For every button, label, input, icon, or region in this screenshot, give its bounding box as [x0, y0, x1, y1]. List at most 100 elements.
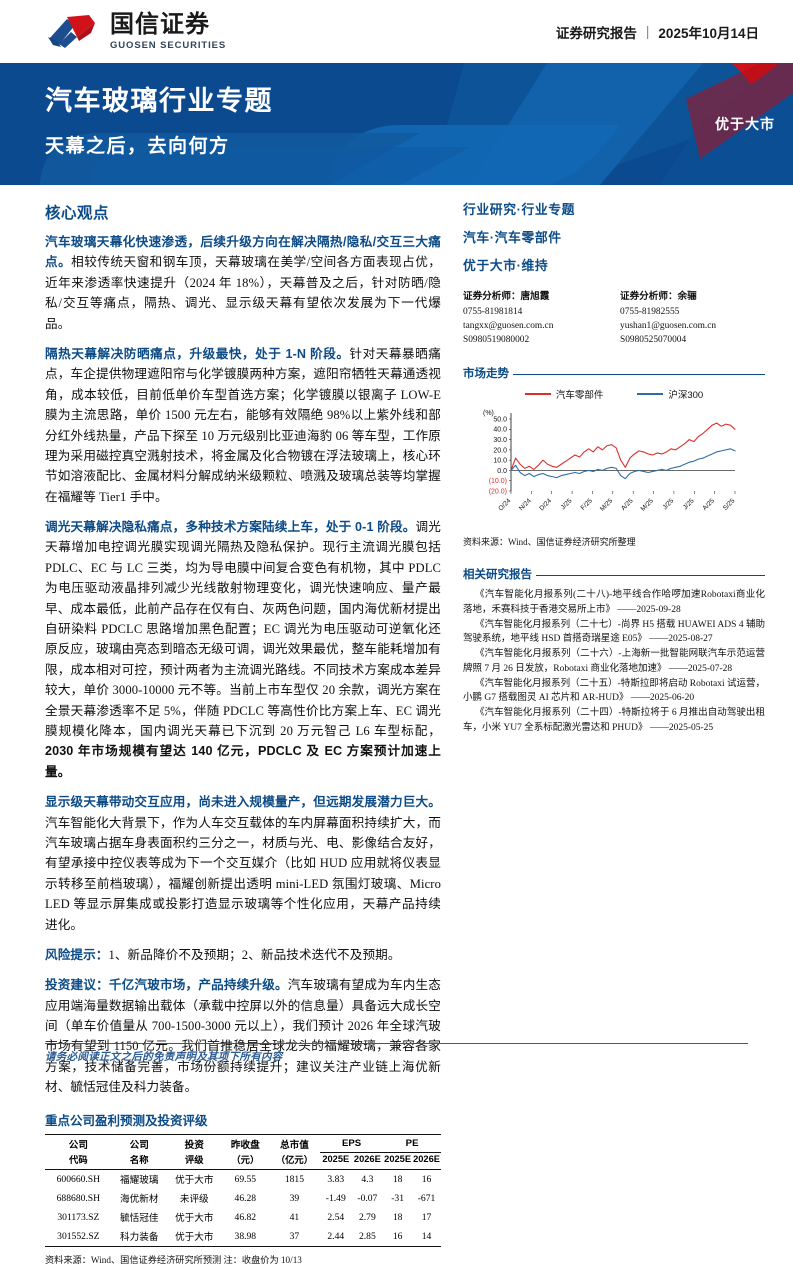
th-close-2: （元）: [221, 1152, 269, 1170]
th-eps-2025e: 2025E: [319, 1152, 352, 1170]
advice-body: 汽车玻璃有望成为车内生态应用端海量数据输出载体（承载中控屏以外的信息量）具备远大…: [45, 978, 442, 1095]
analyst-2-email[interactable]: yushan1@guosen.com.cn: [620, 321, 717, 332]
svg-text:J/25: J/25: [662, 498, 676, 512]
list-item[interactable]: 《汽车智能化月报系列（二十五）-特斯拉即将启动 Robotaxi 试运营，小鹏 …: [463, 678, 765, 704]
th-name-1: 公司: [111, 1133, 167, 1153]
footer-divider: [45, 1043, 748, 1044]
table-title: 重点公司盈利预测及投资评级: [45, 1113, 208, 1128]
market-trend-chart: 汽车零部件 沪深300 (%) 50.0 40.0 30.0 20.0 10.0 0.0 (1…: [463, 387, 765, 548]
th-name-2: 名称: [111, 1152, 167, 1170]
svg-text:30.0: 30.0: [493, 437, 507, 444]
paragraph-4: 显示级天幕带动交互应用，尚未进入规模量产，但远期发展潜力巨大。汽车智能化大背景下…: [45, 792, 441, 935]
footer-disclaimer: 请务必阅读正文之后的免责声明及其项下所有内容: [45, 1052, 283, 1063]
cell-eps26: 2.85: [351, 1226, 384, 1247]
cell-pe25: -31: [391, 1192, 405, 1204]
analyst-1-name: 证券分析师：唐旭霞: [463, 291, 550, 302]
cell-rating: 优于大市: [166, 1226, 222, 1247]
report-subtitle: 天幕之后，去向何方: [45, 135, 230, 157]
cell-pe26: 14: [412, 1226, 441, 1247]
analyst-1: 证券分析师：唐旭霞 0755-81981814 tangxx@guosen.co…: [463, 288, 608, 347]
market-trend-heading: 市场走势: [463, 365, 765, 381]
sidebar-line-rating: 优于大市·维持: [463, 258, 549, 273]
cell-eps26: 2.79: [358, 1211, 376, 1223]
sidebar-column: 行业研究·行业专题 汽车·汽车零部件 优于大市·维持 证券分析师：唐旭霞 075…: [455, 199, 793, 1266]
analyst-1-email[interactable]: tangxx@guosen.com.cn: [463, 321, 554, 332]
related-reports-rule: [536, 575, 765, 577]
table-row: 600660.SH 福耀玻璃 优于大市 69.55 1815 3.83 4.3 …: [45, 1169, 441, 1189]
cell-pe25: 16: [383, 1226, 413, 1247]
svg-text:20.0: 20.0: [493, 448, 507, 455]
cell-eps25: -1.49: [325, 1192, 346, 1204]
paragraph-3-body: 调光天幕增加电控调光膜实现调光隔热及隐私保护。现行主流调光膜包括 PDLC、EC…: [45, 520, 441, 738]
cell-pe25: 18: [392, 1211, 403, 1223]
svg-text:J/25: J/25: [682, 498, 696, 512]
svg-text:50.0: 50.0: [493, 417, 507, 424]
main-column: 核心观点 汽车玻璃天幕化快速渗透，后续升级方向在解决隔热/隐私/交互三大痛点。相…: [0, 199, 455, 1266]
svg-text:A/25: A/25: [701, 498, 716, 513]
svg-text:M/25: M/25: [640, 498, 656, 514]
list-item[interactable]: 《汽车智能化月报系列（二十六）-上海新一批智能网联汽车示范运营牌照 7 月 26…: [463, 649, 765, 674]
table-row: 688680.SH 海优新材 未评级 46.28 39 -1.49 -0.07 …: [45, 1189, 441, 1208]
cell-pe25: 18: [392, 1173, 403, 1185]
cell-eps26: -0.07: [357, 1192, 378, 1204]
cell-eps25: 2.44: [319, 1226, 352, 1247]
cell-eps25: 2.54: [327, 1211, 345, 1223]
list-item[interactable]: 《汽车智能化月报系列（二十四）-特斯拉将于 6 月推出自动驾驶出租车，小米 YU…: [463, 708, 765, 733]
paragraph-1-body: 相较传统天窗和钢车顶，天幕玻璃在美学/空间各方面表现占优，近年来渗透率快速提升（…: [45, 255, 442, 331]
paragraph-4-lead: 显示级天幕带动交互应用，尚未进入规模量产，但远期发展潜力巨大。: [45, 795, 441, 810]
chart-source-note: 资料来源：Wind、国信证券经济研究所整理: [463, 537, 636, 548]
legend-swatch-auto-parts: [524, 393, 551, 396]
th-eps-group: EPS: [319, 1133, 384, 1153]
list-item[interactable]: 《汽车智能化月报系列(二十八)-地平线合作哈啰加速Robotaxi商业化落地，禾…: [463, 590, 765, 615]
table-header-row-2: 代码 名称 评级 （元） （亿元） 2025E 2026E 2025E 2026…: [45, 1152, 441, 1170]
svg-text:(20.0): (20.0): [489, 489, 507, 496]
cell-code: 301173.SZ: [57, 1211, 100, 1223]
svg-text:(%): (%): [483, 410, 494, 417]
market-trend-label: 市场走势: [463, 368, 509, 381]
report-title: 汽车玻璃行业专题: [45, 86, 273, 116]
cell-close: 46.28: [234, 1192, 257, 1204]
list-item[interactable]: 《汽车智能化月报系列（二十七）-尚界 H5 搭载 HUAWEI ADS 4 辅助…: [463, 619, 765, 645]
related-reports-heading: 相关研究报告: [463, 566, 765, 582]
cell-rating: 未评级: [179, 1194, 209, 1206]
table-row: 301552.SZ 科力装备 优于大市 38.98 37 2.44 2.85 1…: [45, 1226, 441, 1247]
paragraph-2-body: 针对天幕暴晒痛点，车企提供物理遮阳帘与化学镀膜两种方案，遮阳帘牺牲天幕通透视角，…: [45, 346, 442, 504]
svg-text:0.0: 0.0: [497, 468, 507, 475]
legend-swatch-csi300: [637, 393, 664, 396]
cell-name: 福耀玻璃: [120, 1175, 159, 1187]
analyst-2-phone: 0755-81982555: [620, 307, 680, 317]
cell-mcap: 41: [289, 1211, 300, 1223]
banner-decoration: [0, 63, 793, 185]
th-mcap-2: （亿元）: [268, 1152, 320, 1170]
table-body: 600660.SH 福耀玻璃 优于大市 69.55 1815 3.83 4.3 …: [45, 1169, 441, 1247]
svg-text:(10.0): (10.0): [489, 478, 507, 485]
advice-paragraph: 投资建议：千亿汽玻市场，产品持续升级。汽车玻璃有望成为车内生态应用端海量数据输出…: [45, 975, 441, 1097]
cell-name: 海优新材: [120, 1194, 159, 1206]
legend-label-auto-parts: 汽车零部件: [555, 390, 604, 402]
chart-legend: 汽车零部件 沪深300: [463, 387, 765, 401]
cell-close: 38.98: [221, 1226, 269, 1247]
earnings-forecast-table: 公司 公司 投资 昨收盘 总市值 EPS PE 代码 名称 评级 （元） （亿元…: [45, 1133, 441, 1247]
th-rating-1: 投资: [166, 1133, 222, 1153]
market-trend-rule: [513, 374, 765, 376]
paragraph-2: 隔热天幕解决防晒痛点，升级最快，处于 1-N 阶段。针对天幕暴晒痛点，车企提供物…: [45, 344, 441, 507]
cell-eps25: 3.83: [327, 1173, 345, 1185]
cell-rating: 优于大市: [175, 1213, 214, 1225]
table-source-note: 资料来源：Wind、国信证券经济研究所预测 注：收盘价为 10/13: [45, 1254, 302, 1265]
svg-text:10.0: 10.0: [493, 458, 507, 465]
table-row: 301173.SZ 毓恬冠佳 优于大市 46.82 41 2.54 2.79 1…: [45, 1208, 441, 1227]
paragraph-3-lead: 调光天幕解决隐私痛点，多种技术方案陆续上车，处于 0-1 阶段。: [45, 520, 416, 535]
legend-item-csi300: 沪深300: [637, 387, 703, 401]
paragraph-1-lead: 汽车玻璃天幕化快速渗透，后续升级方向在解决隔热/隐私/交互三大痛点。: [45, 235, 441, 270]
cell-name: 毓恬冠佳: [120, 1213, 159, 1225]
analyst-1-license: S0980519080002: [463, 335, 530, 346]
cell-name: 科力装备: [111, 1226, 167, 1247]
cell-rating: 优于大市: [175, 1175, 214, 1187]
cell-close: 46.82: [234, 1211, 257, 1223]
cell-code: 301552.SZ: [45, 1226, 112, 1247]
th-rating-2: 评级: [166, 1152, 222, 1170]
cell-mcap: 1815: [284, 1173, 304, 1185]
legend-label-csi300: 沪深300: [668, 390, 704, 402]
svg-text:S/25: S/25: [722, 498, 737, 513]
risk-lead: 风险提示：: [45, 947, 109, 962]
